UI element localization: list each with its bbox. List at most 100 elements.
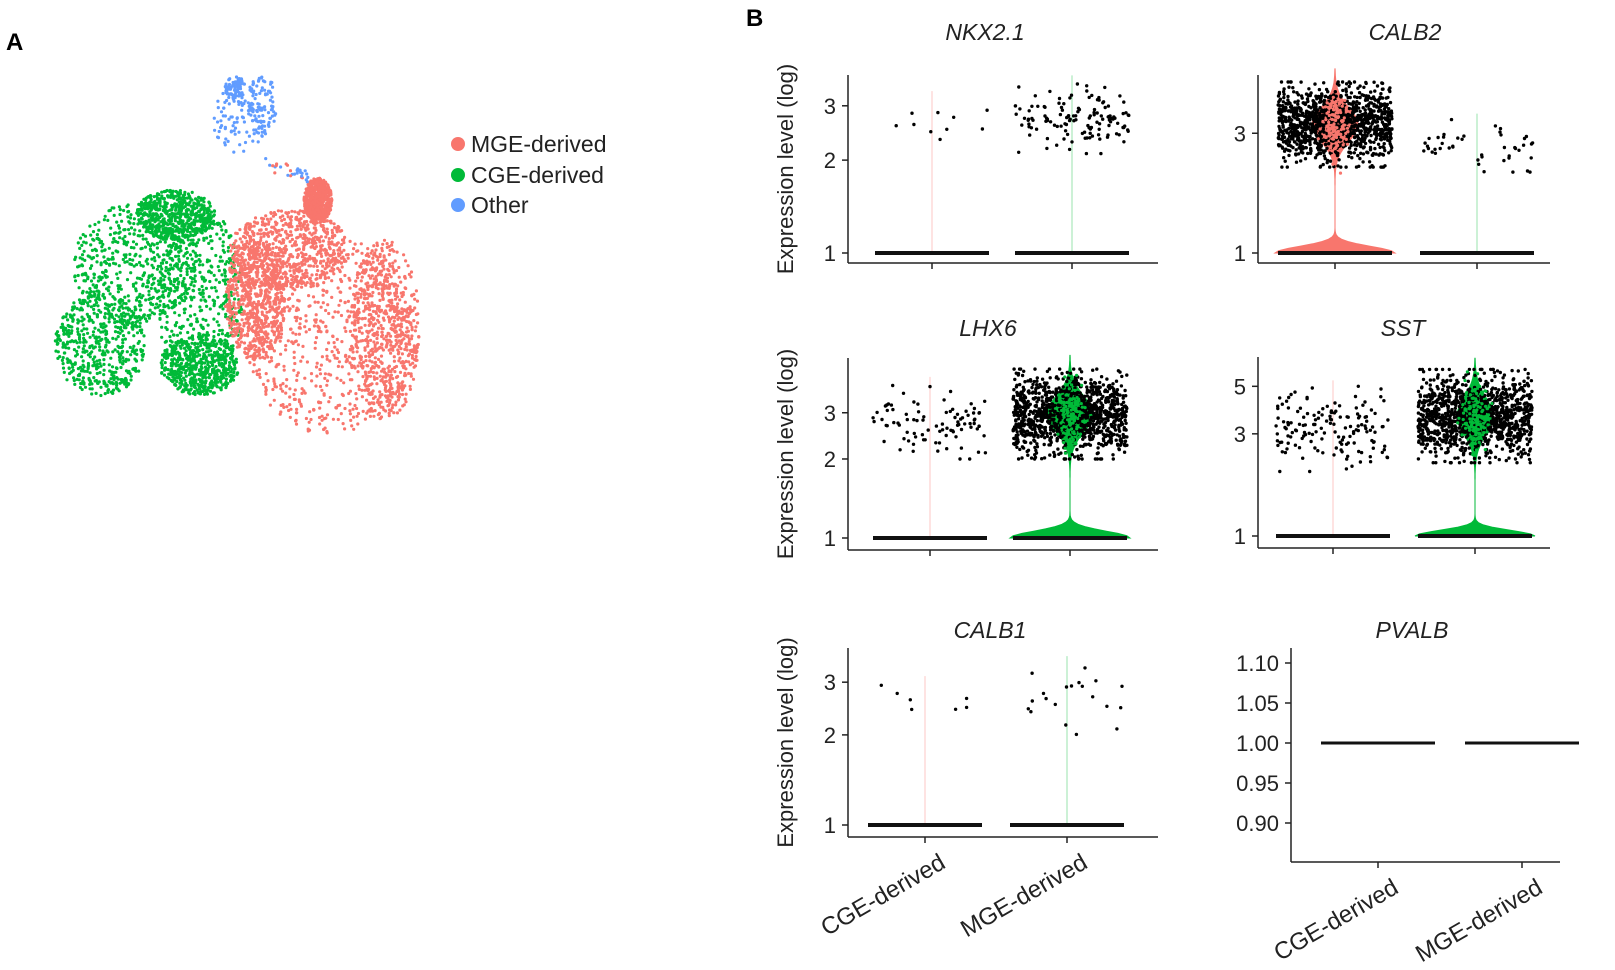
umap-point <box>96 339 100 343</box>
umap-point <box>82 301 86 306</box>
umap-point <box>232 371 236 375</box>
umap-point <box>116 335 120 339</box>
umap-point <box>351 350 355 354</box>
umap-point <box>123 337 127 341</box>
umap-point <box>199 198 203 202</box>
umap-point <box>195 346 199 351</box>
umap-point <box>246 351 250 356</box>
umap-point <box>178 365 182 369</box>
umap-point <box>142 206 146 210</box>
umap-point <box>126 203 130 207</box>
umap-point <box>345 318 349 322</box>
umap-point <box>212 391 216 395</box>
umap-point <box>131 284 136 288</box>
umap-point <box>380 249 384 253</box>
umap-point <box>355 350 359 354</box>
umap-point <box>86 304 90 308</box>
umap-point <box>181 193 186 197</box>
umap-point <box>207 353 211 357</box>
umap-point <box>75 341 79 345</box>
umap-point <box>80 315 84 319</box>
umap-point <box>273 340 277 344</box>
umap-point <box>201 370 205 374</box>
umap-point <box>344 329 348 333</box>
umap-point <box>218 328 222 333</box>
umap-point <box>133 228 137 232</box>
umap-point <box>210 386 214 390</box>
umap-point <box>400 325 404 329</box>
umap-point <box>235 319 239 323</box>
umap-point <box>182 241 186 245</box>
umap-point <box>111 388 116 392</box>
umap-point <box>164 265 168 270</box>
umap-point <box>356 276 360 280</box>
umap-point <box>271 330 276 334</box>
umap-point <box>172 357 176 361</box>
umap-point <box>109 356 113 360</box>
umap-point <box>169 378 173 383</box>
umap-point <box>252 220 256 224</box>
umap-point <box>166 304 170 308</box>
umap-point <box>102 358 106 362</box>
umap-point <box>103 329 107 333</box>
umap-point <box>371 256 375 260</box>
umap-point <box>170 350 174 354</box>
umap-point <box>118 300 122 305</box>
umap-point <box>253 348 257 352</box>
umap-point <box>149 226 153 231</box>
umap-point <box>179 197 183 201</box>
umap-point <box>323 376 327 380</box>
umap-point <box>349 310 353 314</box>
umap-point <box>264 372 268 376</box>
umap-point <box>316 250 320 254</box>
umap-point <box>99 310 103 314</box>
umap-point <box>194 378 198 382</box>
umap-point <box>263 247 268 251</box>
umap-point <box>186 219 190 223</box>
umap-point <box>94 298 98 302</box>
umap-point <box>341 422 345 426</box>
umap-point <box>356 422 360 426</box>
umap-point <box>319 305 323 309</box>
umap-point <box>71 305 75 309</box>
umap-point <box>298 224 302 228</box>
umap-point <box>161 294 165 298</box>
umap-point <box>102 296 107 300</box>
umap-point <box>335 376 339 380</box>
umap-point <box>175 215 179 219</box>
umap-point <box>257 350 261 354</box>
umap-point <box>204 318 208 322</box>
umap-point <box>146 229 150 233</box>
umap-point <box>191 289 196 293</box>
umap-point <box>315 264 319 268</box>
umap-point <box>269 252 273 256</box>
umap-point <box>56 356 60 360</box>
umap-point <box>375 382 379 386</box>
umap-point <box>196 382 200 386</box>
umap-point <box>118 320 122 324</box>
umap-point <box>117 287 121 291</box>
umap-point <box>174 224 178 228</box>
umap-point <box>378 298 382 302</box>
umap-point <box>168 213 172 217</box>
umap-point <box>272 377 276 381</box>
umap-point <box>255 369 259 373</box>
umap-point <box>162 305 166 309</box>
umap-point <box>207 259 212 263</box>
umap-point <box>192 327 196 331</box>
umap-point <box>354 284 358 288</box>
umap-point <box>148 221 152 225</box>
umap-point <box>178 331 182 335</box>
umap-point <box>61 342 65 347</box>
umap-point <box>165 188 169 193</box>
umap-point <box>271 387 275 392</box>
umap-point <box>322 427 326 432</box>
umap-point <box>141 237 145 241</box>
umap-point <box>182 307 186 311</box>
umap-point <box>325 290 329 294</box>
umap-point <box>81 380 85 384</box>
umap-point <box>180 219 184 223</box>
umap-point <box>60 358 64 362</box>
umap-point <box>233 272 237 276</box>
